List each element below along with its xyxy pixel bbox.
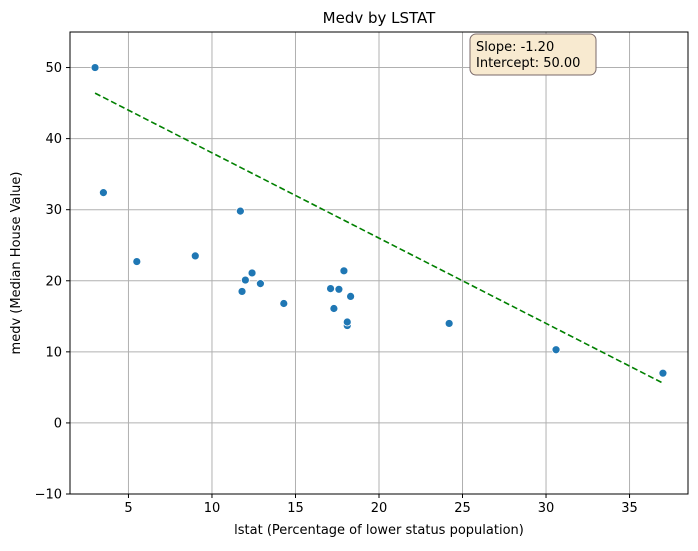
annotation-slope: Slope: -1.20 <box>476 40 554 55</box>
data-point <box>346 292 356 301</box>
x-tick-label: 15 <box>287 501 304 516</box>
data-point <box>237 287 247 296</box>
x-tick-label: 20 <box>371 501 388 516</box>
data-point <box>339 266 349 276</box>
x-tick-label: 35 <box>621 501 638 516</box>
data-point <box>329 304 339 313</box>
data-point <box>90 63 100 72</box>
data-point <box>256 279 265 289</box>
x-axis-label: lstat (Percentage of lower status popula… <box>234 523 524 538</box>
chart-title: Medv by LSTAT <box>323 9 436 27</box>
annotation-box: Slope: -1.20 Intercept: 50.00 <box>469 33 597 76</box>
data-point <box>240 275 250 285</box>
x-tick-label: 5 <box>124 501 132 516</box>
annotation-box-background <box>469 33 597 76</box>
data-point <box>342 317 352 327</box>
y-tick-label: 10 <box>45 345 62 360</box>
data-point <box>334 284 344 294</box>
annotation-intercept: Intercept: 50.00 <box>476 56 580 71</box>
data-point <box>444 319 454 328</box>
data-point <box>99 188 108 198</box>
y-tick-label: 20 <box>45 274 62 289</box>
y-tick-label: −10 <box>35 488 62 503</box>
grid-layer <box>70 32 688 495</box>
y-tick-label: 0 <box>54 416 62 431</box>
x-tick-label: 10 <box>204 501 221 516</box>
data-point <box>326 284 335 293</box>
data-point <box>235 206 245 216</box>
y-tick-label: 30 <box>45 203 62 218</box>
data-point <box>279 299 289 308</box>
x-tick-label: 25 <box>454 501 471 516</box>
data-point <box>247 268 257 278</box>
data-point <box>132 257 142 266</box>
fit-line-layer <box>94 92 664 384</box>
x-tick-label: 30 <box>538 501 555 516</box>
data-point <box>658 368 668 378</box>
y-tick-label: 40 <box>45 132 62 147</box>
regression-line <box>94 92 664 384</box>
ticks-layer: 5 10 15 20 25 30 35 −10 0 10 20 30 40 50 <box>35 61 638 516</box>
data-point <box>551 345 561 355</box>
y-tick-label: 50 <box>45 61 62 76</box>
points-layer <box>90 63 668 378</box>
data-point <box>190 251 200 261</box>
y-axis-label: medv (Median House Value) <box>9 172 24 355</box>
